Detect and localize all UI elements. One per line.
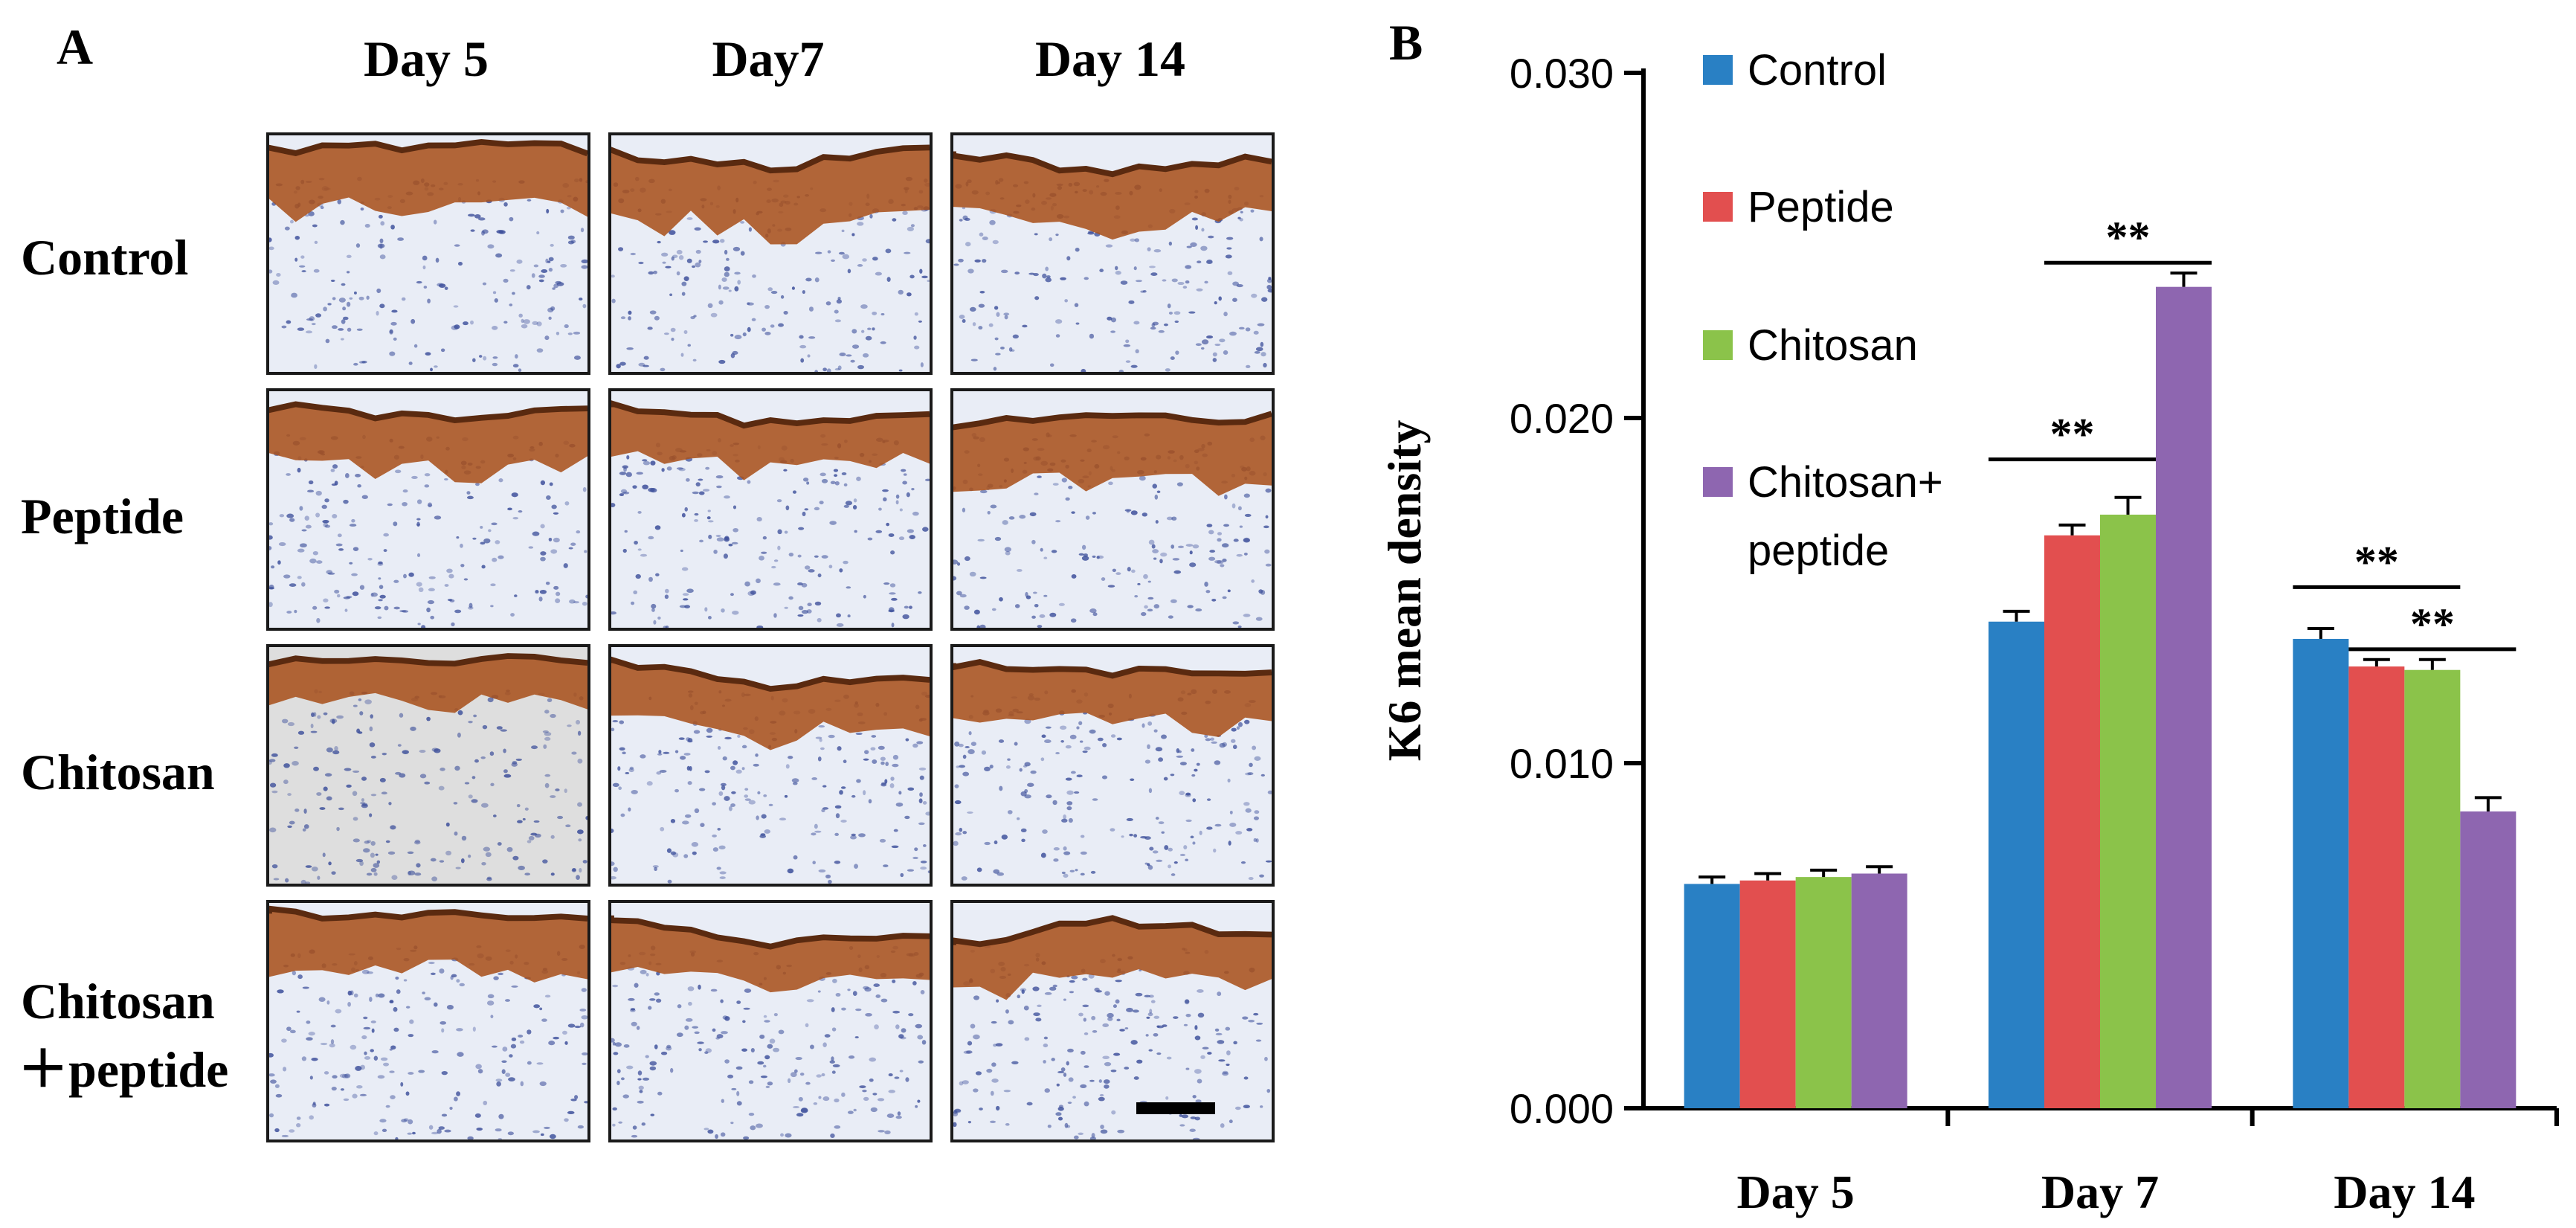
legend-swatch [1703,330,1733,360]
panel-b-letter: B [1389,14,1423,71]
row-label-chitosan-peptide-line1: Chitosan [21,973,215,1029]
column-header-day5: Day 5 [363,30,489,87]
histology-image [608,132,933,375]
y-tick-label: 0.030 [1510,50,1614,97]
histology-image [266,644,590,887]
bar [1795,877,1852,1108]
histology-image [950,132,1275,375]
bar [2460,811,2517,1108]
y-tick-label: 0.010 [1510,740,1614,787]
row-label-chitosan-peptide-line2: ＋peptide [18,1041,229,1098]
histology-image [950,900,1275,1142]
histology-image [266,388,590,631]
histology-image [266,900,590,1142]
scale-bar [1136,1102,1215,1114]
histology-image [608,388,933,631]
panel-a-letter: A [57,19,94,75]
bar [2100,514,2156,1108]
significance-marker: ** [2354,537,2399,586]
legend-label: Control [1748,46,1887,94]
bar [1684,884,1740,1108]
histology-image [950,644,1275,887]
significance-marker: ** [2050,410,2095,459]
bar [2348,666,2405,1108]
bar [2404,669,2461,1108]
row-label-peptide: Peptide [21,488,184,544]
bar [1851,873,1907,1108]
legend-label: Chitosan [1748,321,1918,370]
bar-chart: B 0.000 0.010 0.020 0.030 K6 mean density Day … [1378,14,2559,1218]
row-label-chitosan: Chitosan [21,744,215,800]
legend-swatch [1703,55,1733,85]
significance-marker: ** [2106,213,2151,262]
column-header-day14: Day 14 [1034,30,1186,87]
bar [2044,535,2100,1108]
bar [2156,286,2212,1109]
y-axis-label: K6 mean density [1378,420,1431,762]
histology-image [950,388,1275,631]
row-label-control: Control [21,229,189,286]
x-tick-label: Day 7 [2041,1166,2159,1218]
legend-label: Chitosan+ [1748,458,1943,507]
legend-swatch [1703,467,1733,497]
x-tick-label: Day 5 [1737,1166,1855,1218]
legend-label: Peptide [1748,183,1894,231]
bar [2293,638,2349,1108]
histology-image [266,132,590,375]
x-tick-label: Day 14 [2334,1166,2475,1218]
bar [1989,621,2044,1108]
legend-swatch [1703,192,1733,222]
significance-marker: ** [2410,599,2455,649]
y-tick-label: 0.020 [1510,395,1614,442]
histology-image [608,644,933,887]
y-tick-label: 0.000 [1510,1085,1614,1132]
histology-image [608,900,933,1142]
legend-label: peptide [1748,527,1889,575]
bar [1739,880,1796,1108]
column-header-day7: Day7 [712,30,825,87]
